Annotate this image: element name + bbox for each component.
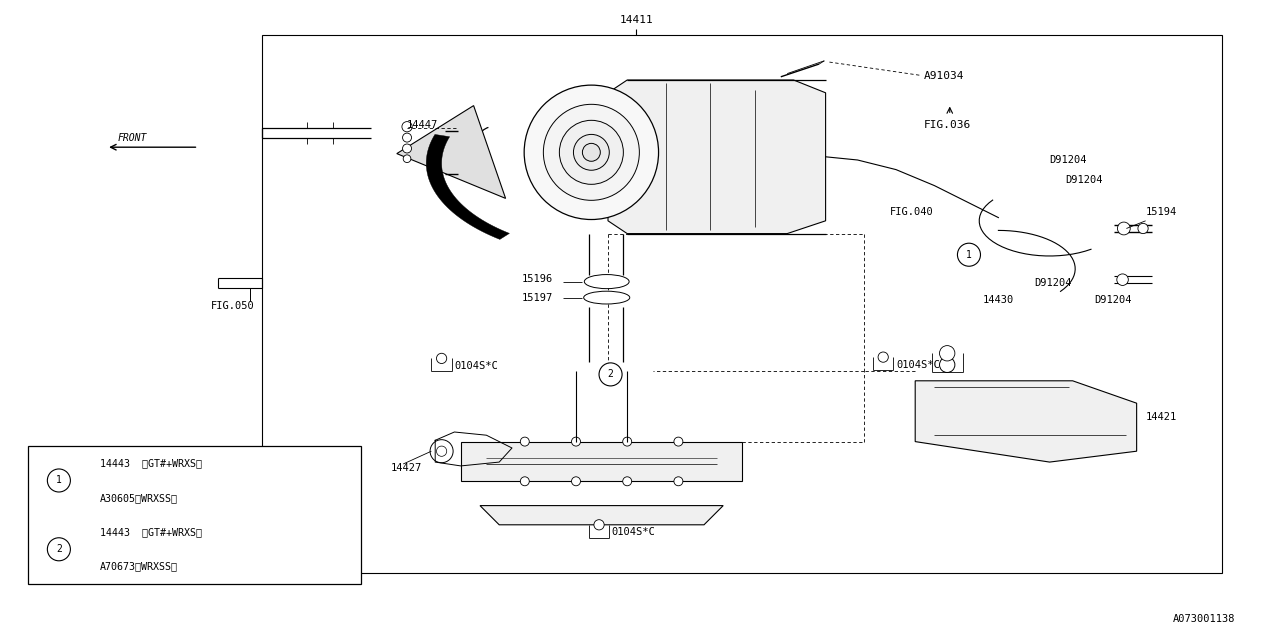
Circle shape <box>573 134 609 170</box>
Text: D91204: D91204 <box>1034 278 1071 288</box>
Polygon shape <box>480 506 723 525</box>
Circle shape <box>559 120 623 184</box>
Text: FIG.050: FIG.050 <box>211 301 255 311</box>
Text: 14411: 14411 <box>620 15 653 26</box>
Circle shape <box>940 357 955 372</box>
Text: A073001138: A073001138 <box>1172 614 1235 624</box>
Circle shape <box>571 477 581 486</box>
Bar <box>262 35 1222 573</box>
Circle shape <box>1116 274 1129 285</box>
Circle shape <box>430 440 453 463</box>
Text: 14443  〈GT#+WRXS〉: 14443 〈GT#+WRXS〉 <box>100 527 202 537</box>
Circle shape <box>957 243 980 266</box>
Circle shape <box>436 353 447 364</box>
Polygon shape <box>915 381 1137 462</box>
Text: FIG.036: FIG.036 <box>924 120 972 130</box>
Circle shape <box>878 352 888 362</box>
Text: 14421: 14421 <box>1146 412 1176 422</box>
Text: 0104S*C: 0104S*C <box>612 527 655 538</box>
Circle shape <box>402 122 412 132</box>
Circle shape <box>940 346 955 361</box>
Text: 14443  〈GT#+WRXS〉: 14443 〈GT#+WRXS〉 <box>100 458 202 468</box>
Circle shape <box>544 104 640 200</box>
Text: 2: 2 <box>608 369 613 380</box>
Circle shape <box>594 520 604 530</box>
Text: 15197: 15197 <box>522 292 553 303</box>
Text: FRONT: FRONT <box>118 132 147 143</box>
Text: D91204: D91204 <box>1050 155 1087 165</box>
Text: 1: 1 <box>966 250 972 260</box>
Circle shape <box>436 446 447 456</box>
Circle shape <box>47 469 70 492</box>
Ellipse shape <box>585 275 630 289</box>
Text: 14427: 14427 <box>390 463 421 474</box>
Text: FIG.040: FIG.040 <box>890 207 933 218</box>
Polygon shape <box>608 80 826 234</box>
Text: 0104S*C: 0104S*C <box>896 360 940 370</box>
Circle shape <box>520 437 530 446</box>
Ellipse shape <box>584 291 630 304</box>
Circle shape <box>1138 223 1148 234</box>
Text: 14447: 14447 <box>407 120 438 130</box>
Polygon shape <box>426 134 509 239</box>
Circle shape <box>525 85 659 220</box>
Text: A91034: A91034 <box>924 70 965 81</box>
Circle shape <box>623 437 632 446</box>
Text: 15194: 15194 <box>1146 207 1176 218</box>
Circle shape <box>403 155 411 163</box>
Text: D91204: D91204 <box>1094 294 1132 305</box>
Circle shape <box>623 477 632 486</box>
Text: 15196: 15196 <box>522 274 553 284</box>
Circle shape <box>402 133 412 142</box>
Circle shape <box>675 437 684 446</box>
Text: A30605〈WRXSS〉: A30605〈WRXSS〉 <box>100 493 178 502</box>
Text: D91204: D91204 <box>1065 175 1102 186</box>
Text: 2: 2 <box>56 544 61 554</box>
Text: 0104S*C: 0104S*C <box>454 361 498 371</box>
Circle shape <box>402 144 412 153</box>
Circle shape <box>520 477 530 486</box>
Text: 1: 1 <box>56 476 61 486</box>
Circle shape <box>47 538 70 561</box>
Circle shape <box>599 363 622 386</box>
Polygon shape <box>397 106 506 198</box>
Text: 14430: 14430 <box>983 294 1014 305</box>
Text: A70673〈WRXSS〉: A70673〈WRXSS〉 <box>100 561 178 572</box>
Circle shape <box>582 143 600 161</box>
Bar <box>28 446 361 584</box>
Circle shape <box>675 477 684 486</box>
Circle shape <box>571 437 581 446</box>
Circle shape <box>1117 222 1130 235</box>
Polygon shape <box>461 442 742 481</box>
